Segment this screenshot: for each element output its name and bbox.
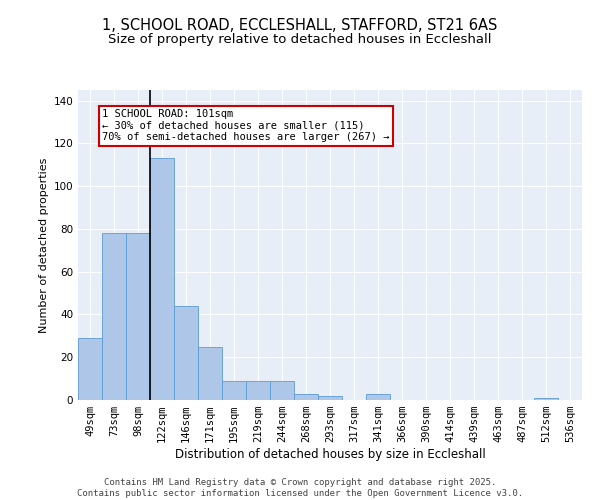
Bar xyxy=(270,381,294,400)
Bar xyxy=(294,394,318,400)
X-axis label: Distribution of detached houses by size in Eccleshall: Distribution of detached houses by size … xyxy=(175,448,485,461)
Bar xyxy=(174,306,198,400)
Text: Contains HM Land Registry data © Crown copyright and database right 2025.
Contai: Contains HM Land Registry data © Crown c… xyxy=(77,478,523,498)
Bar xyxy=(78,338,102,400)
Y-axis label: Number of detached properties: Number of detached properties xyxy=(39,158,49,332)
Text: Size of property relative to detached houses in Eccleshall: Size of property relative to detached ho… xyxy=(108,32,492,46)
Bar xyxy=(534,398,558,400)
Text: 1 SCHOOL ROAD: 101sqm
← 30% of detached houses are smaller (115)
70% of semi-det: 1 SCHOOL ROAD: 101sqm ← 30% of detached … xyxy=(102,109,389,142)
Text: 1, SCHOOL ROAD, ECCLESHALL, STAFFORD, ST21 6AS: 1, SCHOOL ROAD, ECCLESHALL, STAFFORD, ST… xyxy=(103,18,497,32)
Bar xyxy=(102,233,126,400)
Bar xyxy=(222,381,246,400)
Bar xyxy=(198,346,222,400)
Bar xyxy=(318,396,342,400)
Bar xyxy=(126,233,150,400)
Bar xyxy=(366,394,390,400)
Bar xyxy=(246,381,270,400)
Bar xyxy=(150,158,174,400)
